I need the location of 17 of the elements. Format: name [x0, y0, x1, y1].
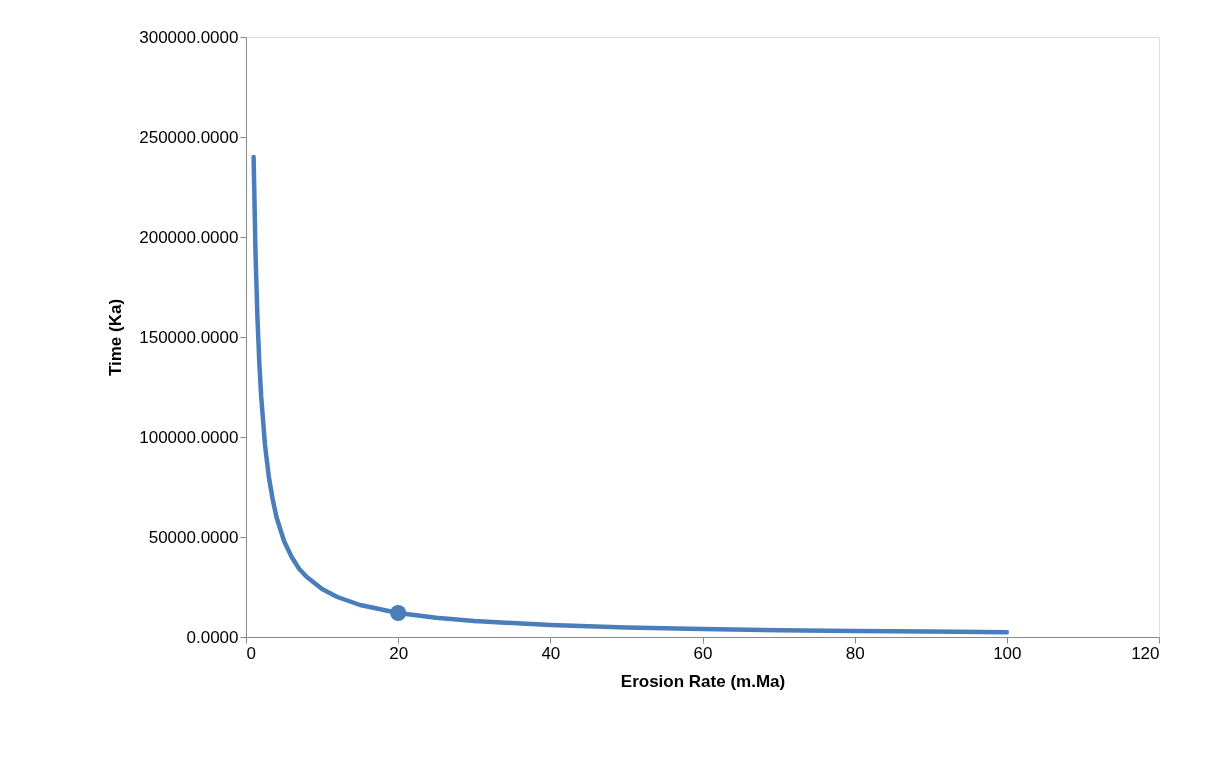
x-tick-label: 20 — [389, 643, 409, 663]
y-tick-label: 150000.0000 — [139, 327, 239, 347]
x-tick-label: 60 — [693, 643, 713, 663]
x-tick-label: 100 — [993, 643, 1022, 663]
y-axis-title: Time (Ka) — [106, 298, 126, 377]
x-tick-label: 40 — [541, 643, 561, 663]
y-tick-label: 250000.0000 — [139, 127, 239, 147]
x-axis-title: Erosion Rate (m.Ma) — [620, 671, 786, 691]
x-tick-label: 0 — [246, 643, 256, 663]
line-series — [251, 154, 1010, 635]
y-tick-label: 100000.0000 — [139, 427, 239, 447]
y-tick-label: 300000.0000 — [139, 27, 239, 47]
y-tick-label: 200000.0000 — [139, 227, 239, 247]
y-tick-label: 0.0000 — [186, 627, 239, 647]
x-tick-label: 120 — [1131, 643, 1160, 663]
x-tick-label: 80 — [845, 643, 865, 663]
y-tick-label: 50000.0000 — [148, 527, 239, 547]
